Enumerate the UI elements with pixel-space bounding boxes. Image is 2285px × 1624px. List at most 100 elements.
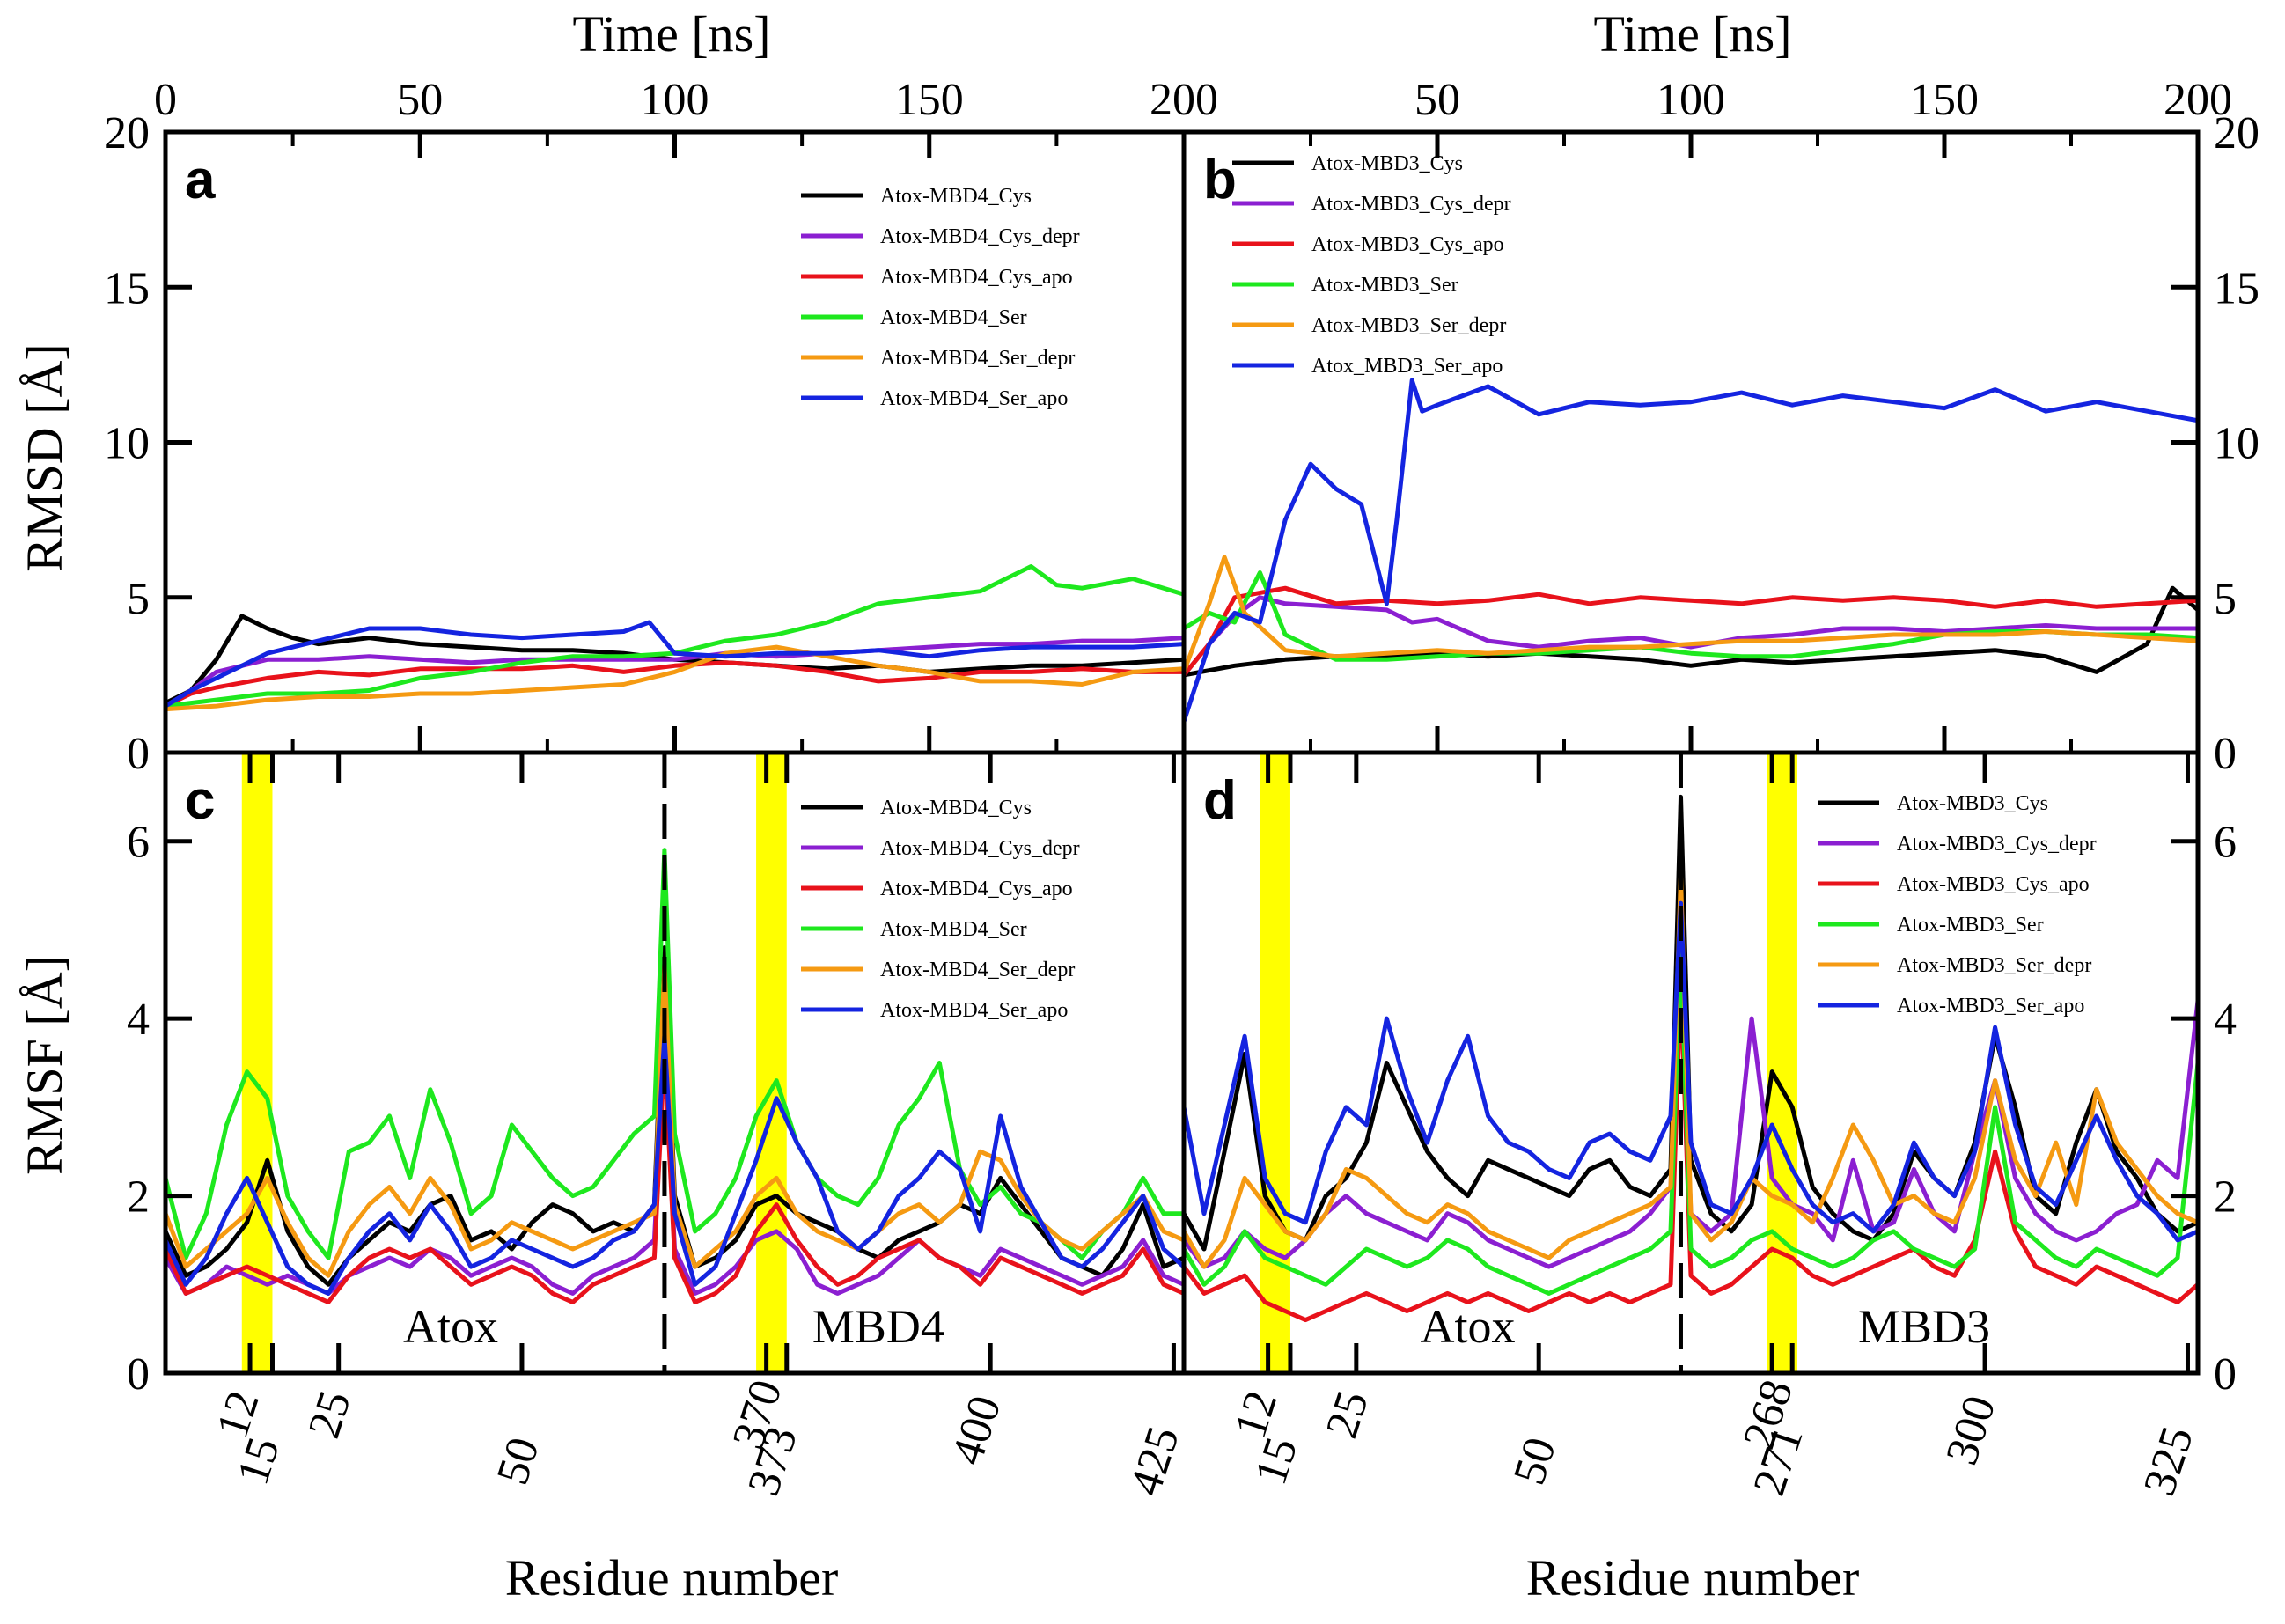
legend-label: Atox-MBD3_Cys xyxy=(1897,792,2048,815)
x-tick-label-top: 100 xyxy=(1657,75,1725,125)
series-line-Atox-MBD3_Ser_depr xyxy=(1184,874,2198,1269)
series-line-Atox-MBD4_Cys xyxy=(165,614,1184,705)
legend-label: Atox_MBD3_Ser_apo xyxy=(1311,355,1503,378)
top-axis-title-right: Time [ns] xyxy=(1593,5,1791,62)
series-line-Atox-MBD3_Cys_depr xyxy=(1184,595,2198,677)
legend-label: Atox-MBD4_Ser xyxy=(880,918,1027,941)
legend-label: Atox-MBD4_Cys_apo xyxy=(880,266,1073,289)
residue-tick-label: 325 xyxy=(2134,1421,2203,1502)
region-label-atox: Atox xyxy=(403,1300,498,1353)
legend-label: Atox-MBD3_Cys_apo xyxy=(1311,233,1504,256)
x-tick-label-top: 150 xyxy=(895,75,964,125)
residue-tick-label: 25 xyxy=(299,1385,361,1444)
series-line-Atox-MBD4_Ser_depr xyxy=(165,644,1184,712)
residue-tick-label: 12 xyxy=(208,1385,269,1444)
highlight-band-2 xyxy=(756,753,787,1373)
legend-label: Atox-MBD3_Ser xyxy=(1897,914,2044,937)
legend-label: Atox-MBD3_Ser_apo xyxy=(1897,995,2084,1018)
y-tick-label: 5 xyxy=(127,574,150,624)
legend-label: Atox-MBD3_Ser_depr xyxy=(1897,954,2091,977)
top-axis-title-left: Time [ns] xyxy=(572,5,770,62)
y-tick-label: 20 xyxy=(2214,108,2259,158)
series-line-Atox-MBD4_Ser_depr xyxy=(165,963,1184,1278)
residue-tick-label: 12 xyxy=(1225,1385,1287,1444)
bottom-axis-title-left: Residue number xyxy=(505,1549,839,1606)
legend-label: Atox-MBD4_Cys_apo xyxy=(880,878,1073,900)
legend-label: Atox-MBD4_Ser xyxy=(880,306,1027,329)
region-label-atox: Atox xyxy=(1421,1300,1516,1353)
legend-label: Atox-MBD4_Ser_depr xyxy=(880,347,1075,370)
y-tick-label: 15 xyxy=(104,263,150,313)
y-tick-label: 10 xyxy=(104,419,150,469)
y-tick-label: 6 xyxy=(2214,818,2237,868)
y-tick-label: 0 xyxy=(127,1349,150,1400)
series-line-Atox-MBD4_Ser_apo xyxy=(165,620,1184,709)
panel-letter: d xyxy=(1203,770,1237,831)
series-line-Atox-MBD3_Ser_depr xyxy=(1184,555,2198,673)
y-tick-label: 2 xyxy=(127,1172,150,1223)
rmsd-axis-title: RMSD [Å] xyxy=(16,343,73,571)
legend-label: Atox-MBD3_Cys_depr xyxy=(1311,193,1511,216)
x-tick-label-top: 50 xyxy=(397,75,443,125)
legend-label: Atox-MBD3_Ser xyxy=(1311,274,1458,297)
legend-label: Atox-MBD4_Ser_apo xyxy=(880,387,1068,410)
residue-tick-label: 400 xyxy=(942,1390,1010,1471)
series-line-Atox-MBD4_Cys_depr xyxy=(165,636,1184,709)
y-tick-label: 5 xyxy=(2214,574,2237,624)
series-group xyxy=(1184,378,2198,723)
y-tick-label: 0 xyxy=(2214,729,2237,779)
x-tick-label-top: 200 xyxy=(2164,75,2232,125)
residue-tick-label: 300 xyxy=(1936,1390,2005,1471)
residue-tick-label: 15 xyxy=(1245,1431,1307,1490)
legend-label: Atox-MBD4_Ser_apo xyxy=(880,999,1068,1022)
legend-label: Atox-MBD3_Cys_apo xyxy=(1897,873,2090,896)
x-tick-label-top: 0 xyxy=(154,75,177,125)
y-tick-label: 4 xyxy=(2214,995,2237,1045)
panel-letter: a xyxy=(185,150,216,210)
series-line-Atox-MBD4_Ser xyxy=(165,848,1184,1260)
x-tick-label-top: 50 xyxy=(1414,75,1460,125)
legend-label: Atox-MBD4_Cys xyxy=(880,185,1032,208)
x-tick-label-top: 150 xyxy=(1910,75,1979,125)
region-label-mbd4: MBD4 xyxy=(812,1300,944,1353)
legend-label: Atox-MBD3_Cys_depr xyxy=(1897,833,2097,856)
y-tick-label: 2 xyxy=(2214,1172,2237,1223)
series-group xyxy=(165,564,1184,712)
residue-tick-label: 425 xyxy=(1120,1421,1189,1502)
residue-tick-label: 50 xyxy=(1504,1431,1566,1490)
y-tick-label: 0 xyxy=(127,729,150,779)
series-line-Atox-MBD3_Cys_apo xyxy=(1184,585,2198,677)
rmsf-axis-title: RMSF [Å] xyxy=(16,955,73,1175)
residue-tick-label: 25 xyxy=(1317,1385,1378,1444)
residue-tick-label: 15 xyxy=(228,1431,290,1490)
y-tick-label: 10 xyxy=(2214,419,2259,469)
x-tick-label-top: 200 xyxy=(1150,75,1218,125)
series-line-Atox-MBD3_Ser_apo xyxy=(1184,900,2198,1243)
legend: Atox-MBD4_Cys Atox-MBD4_Cys_depr Atox-MBD4… xyxy=(801,797,1080,1022)
series-group xyxy=(165,848,1184,1304)
highlight-band-2 xyxy=(1767,753,1797,1373)
legend: Atox-MBD4_Cys Atox-MBD4_Cys_depr Atox-MBD4… xyxy=(801,185,1080,410)
region-label-mbd3: MBD3 xyxy=(1858,1300,1990,1353)
plot-frame xyxy=(1181,750,2201,1376)
y-tick-label: 15 xyxy=(2214,263,2259,313)
highlight-band-1 xyxy=(1260,753,1290,1373)
legend-label: Atox-MBD4_Cys xyxy=(880,797,1032,819)
legend-label: Atox-MBD4_Cys_depr xyxy=(880,837,1080,860)
y-tick-label: 6 xyxy=(127,818,150,868)
y-tick-label: 20 xyxy=(104,108,150,158)
residue-tick-label: 50 xyxy=(488,1431,549,1490)
legend-label: Atox-MBD4_Ser_depr xyxy=(880,959,1075,981)
bottom-axis-title-right: Residue number xyxy=(1526,1549,1860,1606)
panel-letter: b xyxy=(1203,150,1237,210)
series-line-Atox-MBD4_Ser_apo xyxy=(165,1033,1184,1296)
y-tick-label: 4 xyxy=(127,995,150,1045)
legend-label: Atox-MBD3_Cys xyxy=(1311,152,1463,175)
legend-label: Atox-MBD3_Ser_depr xyxy=(1311,314,1506,337)
legend-label: Atox-MBD4_Cys_depr xyxy=(880,225,1080,248)
legend: Atox-MBD3_Cys Atox-MBD3_Cys_depr Atox-MBD3… xyxy=(1818,792,2097,1018)
y-tick-label: 0 xyxy=(2214,1349,2237,1400)
